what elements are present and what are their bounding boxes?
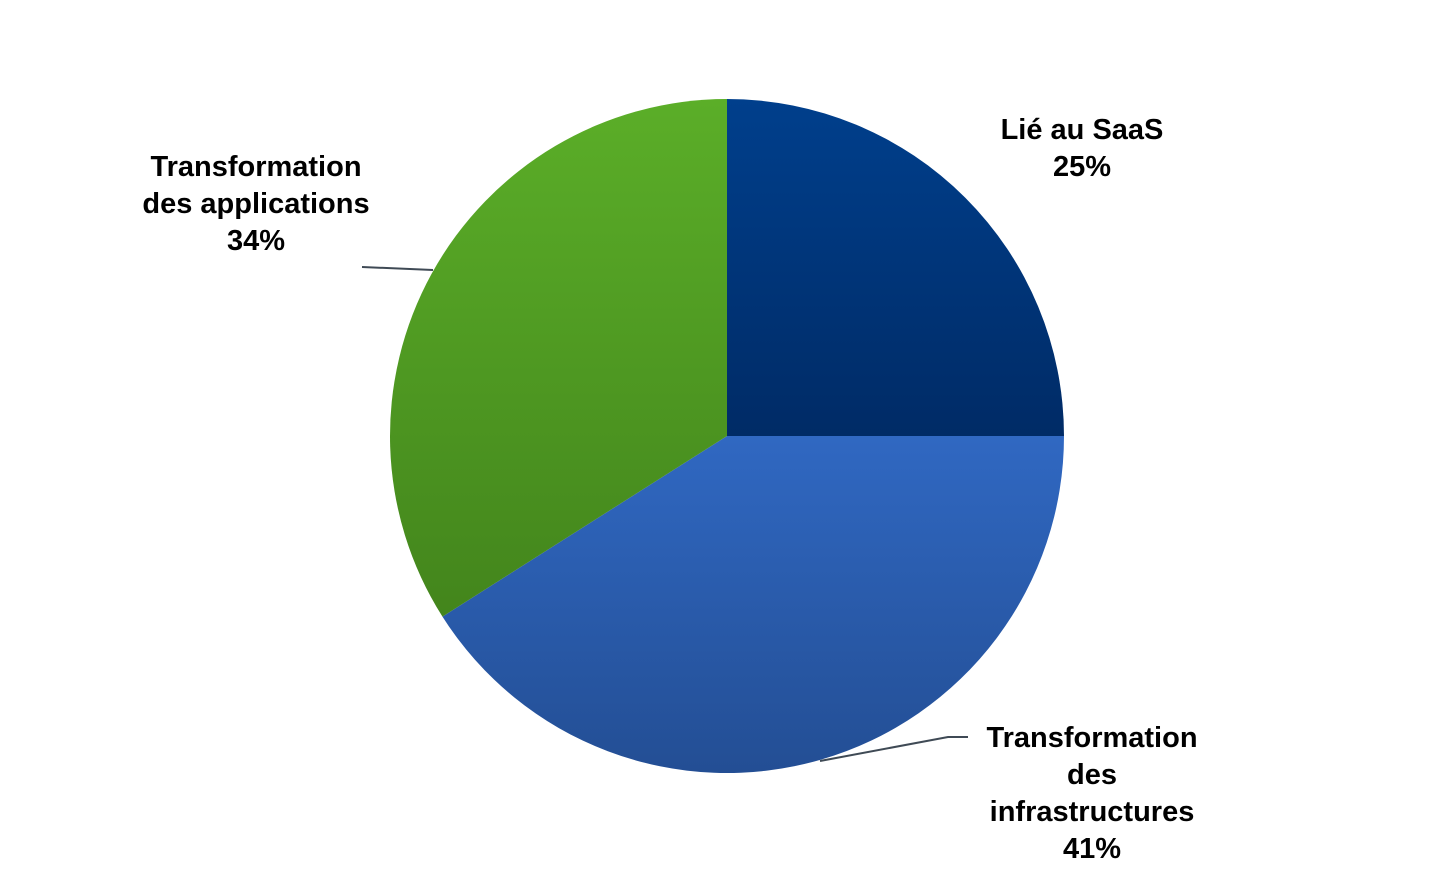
slice-label-3: Transformation des applications 34% — [142, 151, 369, 257]
slice-category-label: Transformation — [986, 722, 1197, 754]
pie-slices — [390, 99, 1065, 773]
slice-value-label: 41% — [1063, 833, 1121, 865]
slice-category-label: des — [1067, 759, 1117, 791]
slice-category-label: Lié au SaaS — [1001, 114, 1164, 146]
slice-category-label: infrastructures — [990, 796, 1195, 828]
pie-slice-1 — [727, 99, 1064, 436]
slice-value-label: 25% — [1053, 151, 1111, 183]
slice-label-1: Lié au SaaS 25% — [1001, 114, 1164, 183]
slice-category-label: des applications — [142, 188, 369, 220]
slice-label-2: Transformation des infrastructures 41% — [986, 722, 1197, 865]
slice-category-label: Transformation — [150, 151, 361, 183]
pie-slice-3 — [390, 99, 727, 617]
leader-line-2 — [819, 736, 968, 762]
slice-value-label: 34% — [227, 225, 285, 257]
leader-lines — [361, 266, 968, 762]
leader-line-3 — [361, 266, 434, 271]
slice-labels: Lié au SaaS 25% Transformation des infrastru… — [142, 114, 1197, 865]
pie-slice-2 — [442, 436, 1065, 773]
